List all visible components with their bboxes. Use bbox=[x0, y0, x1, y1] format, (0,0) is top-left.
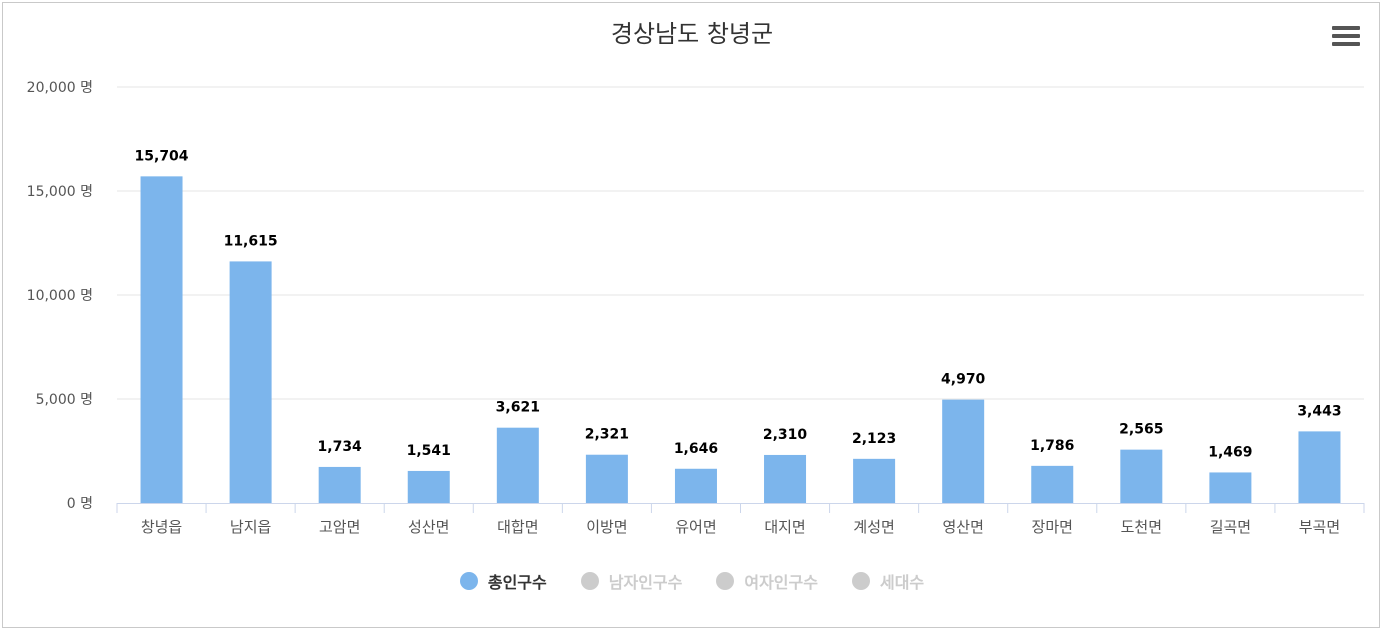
bar-13[interactable] bbox=[1298, 431, 1341, 503]
data-label-12: 1,469 bbox=[1208, 444, 1252, 460]
x-tick-label-4: 대합면 bbox=[497, 518, 538, 536]
x-tick-label-6: 유어면 bbox=[675, 518, 716, 536]
x-tick-label-9: 영산면 bbox=[942, 518, 983, 536]
x-tick-label-0: 창녕읍 bbox=[141, 518, 182, 536]
legend-marker-0 bbox=[459, 572, 478, 590]
x-tick-label-1: 남지읍 bbox=[230, 518, 271, 536]
legend-marker-3 bbox=[851, 572, 870, 590]
bar-10[interactable] bbox=[1031, 465, 1074, 503]
x-tick-label-5: 이방면 bbox=[586, 518, 627, 536]
data-label-11: 2,565 bbox=[1119, 422, 1163, 438]
data-label-9: 4,970 bbox=[941, 372, 986, 388]
data-label-7: 2,310 bbox=[763, 427, 808, 443]
hamburger-menu-icon[interactable] bbox=[1332, 26, 1360, 50]
legend-marker-2 bbox=[716, 572, 735, 590]
bar-5[interactable] bbox=[585, 454, 628, 503]
bar-2[interactable] bbox=[318, 466, 361, 503]
bar-1[interactable] bbox=[229, 261, 272, 503]
bar-0[interactable] bbox=[140, 176, 183, 503]
data-label-13: 3,443 bbox=[1297, 403, 1341, 419]
legend-label-3: 세대수 bbox=[879, 573, 925, 592]
chart-title: 경상남도 창녕군 bbox=[610, 20, 774, 48]
bar-11[interactable] bbox=[1120, 449, 1163, 503]
x-tick-label-8: 계성면 bbox=[853, 518, 894, 536]
y-tick-label: 15,000 명 bbox=[27, 184, 93, 200]
data-label-4: 3,621 bbox=[496, 400, 540, 416]
bar-12[interactable] bbox=[1209, 472, 1252, 503]
legend-label-2: 여자인구수 bbox=[744, 573, 818, 592]
bar-6[interactable] bbox=[674, 468, 717, 503]
y-tick-label: 5,000 명 bbox=[36, 392, 93, 408]
data-label-1: 11,615 bbox=[224, 233, 278, 249]
data-label-0: 15,704 bbox=[135, 148, 189, 164]
data-label-8: 2,123 bbox=[852, 431, 896, 447]
x-tick-label-12: 길곡면 bbox=[1210, 518, 1251, 536]
y-tick-label: 10,000 명 bbox=[27, 288, 93, 304]
chart-legend: 총인구수 남자인구수 여자인구수 세대수 bbox=[0, 568, 1384, 594]
bar-8[interactable] bbox=[853, 458, 896, 503]
data-label-3: 1,541 bbox=[407, 443, 451, 459]
x-tick-label-3: 성산면 bbox=[408, 518, 449, 536]
x-tick-label-11: 도천면 bbox=[1121, 518, 1162, 536]
data-label-2: 1,734 bbox=[318, 439, 363, 455]
legend-item-1[interactable]: 남자인구수 bbox=[580, 568, 683, 594]
data-label-10: 1,786 bbox=[1030, 438, 1074, 454]
data-label-5: 2,321 bbox=[585, 427, 629, 443]
x-tick-label-2: 고암면 bbox=[319, 518, 360, 536]
legend-item-3[interactable]: 세대수 bbox=[851, 568, 925, 594]
legend-label-1: 남자인구수 bbox=[608, 573, 683, 592]
legend-label-0: 총인구수 bbox=[487, 573, 547, 592]
x-tick-label-13: 부곡면 bbox=[1299, 518, 1340, 536]
legend-marker-1 bbox=[580, 572, 599, 590]
data-label-6: 1,646 bbox=[674, 441, 718, 457]
y-tick-label: 0 명 bbox=[67, 496, 93, 512]
y-tick-label: 20,000 명 bbox=[27, 80, 93, 96]
bar-3[interactable] bbox=[407, 470, 450, 503]
x-tick-label-10: 장마면 bbox=[1032, 518, 1073, 536]
bar-7[interactable] bbox=[764, 454, 807, 503]
bar-9[interactable] bbox=[942, 399, 985, 503]
legend-item-2[interactable]: 여자인구수 bbox=[716, 568, 818, 594]
bar-4[interactable] bbox=[496, 427, 539, 503]
legend-item-0[interactable]: 총인구수 bbox=[459, 568, 547, 594]
x-tick-label-7: 대지면 bbox=[764, 518, 805, 536]
